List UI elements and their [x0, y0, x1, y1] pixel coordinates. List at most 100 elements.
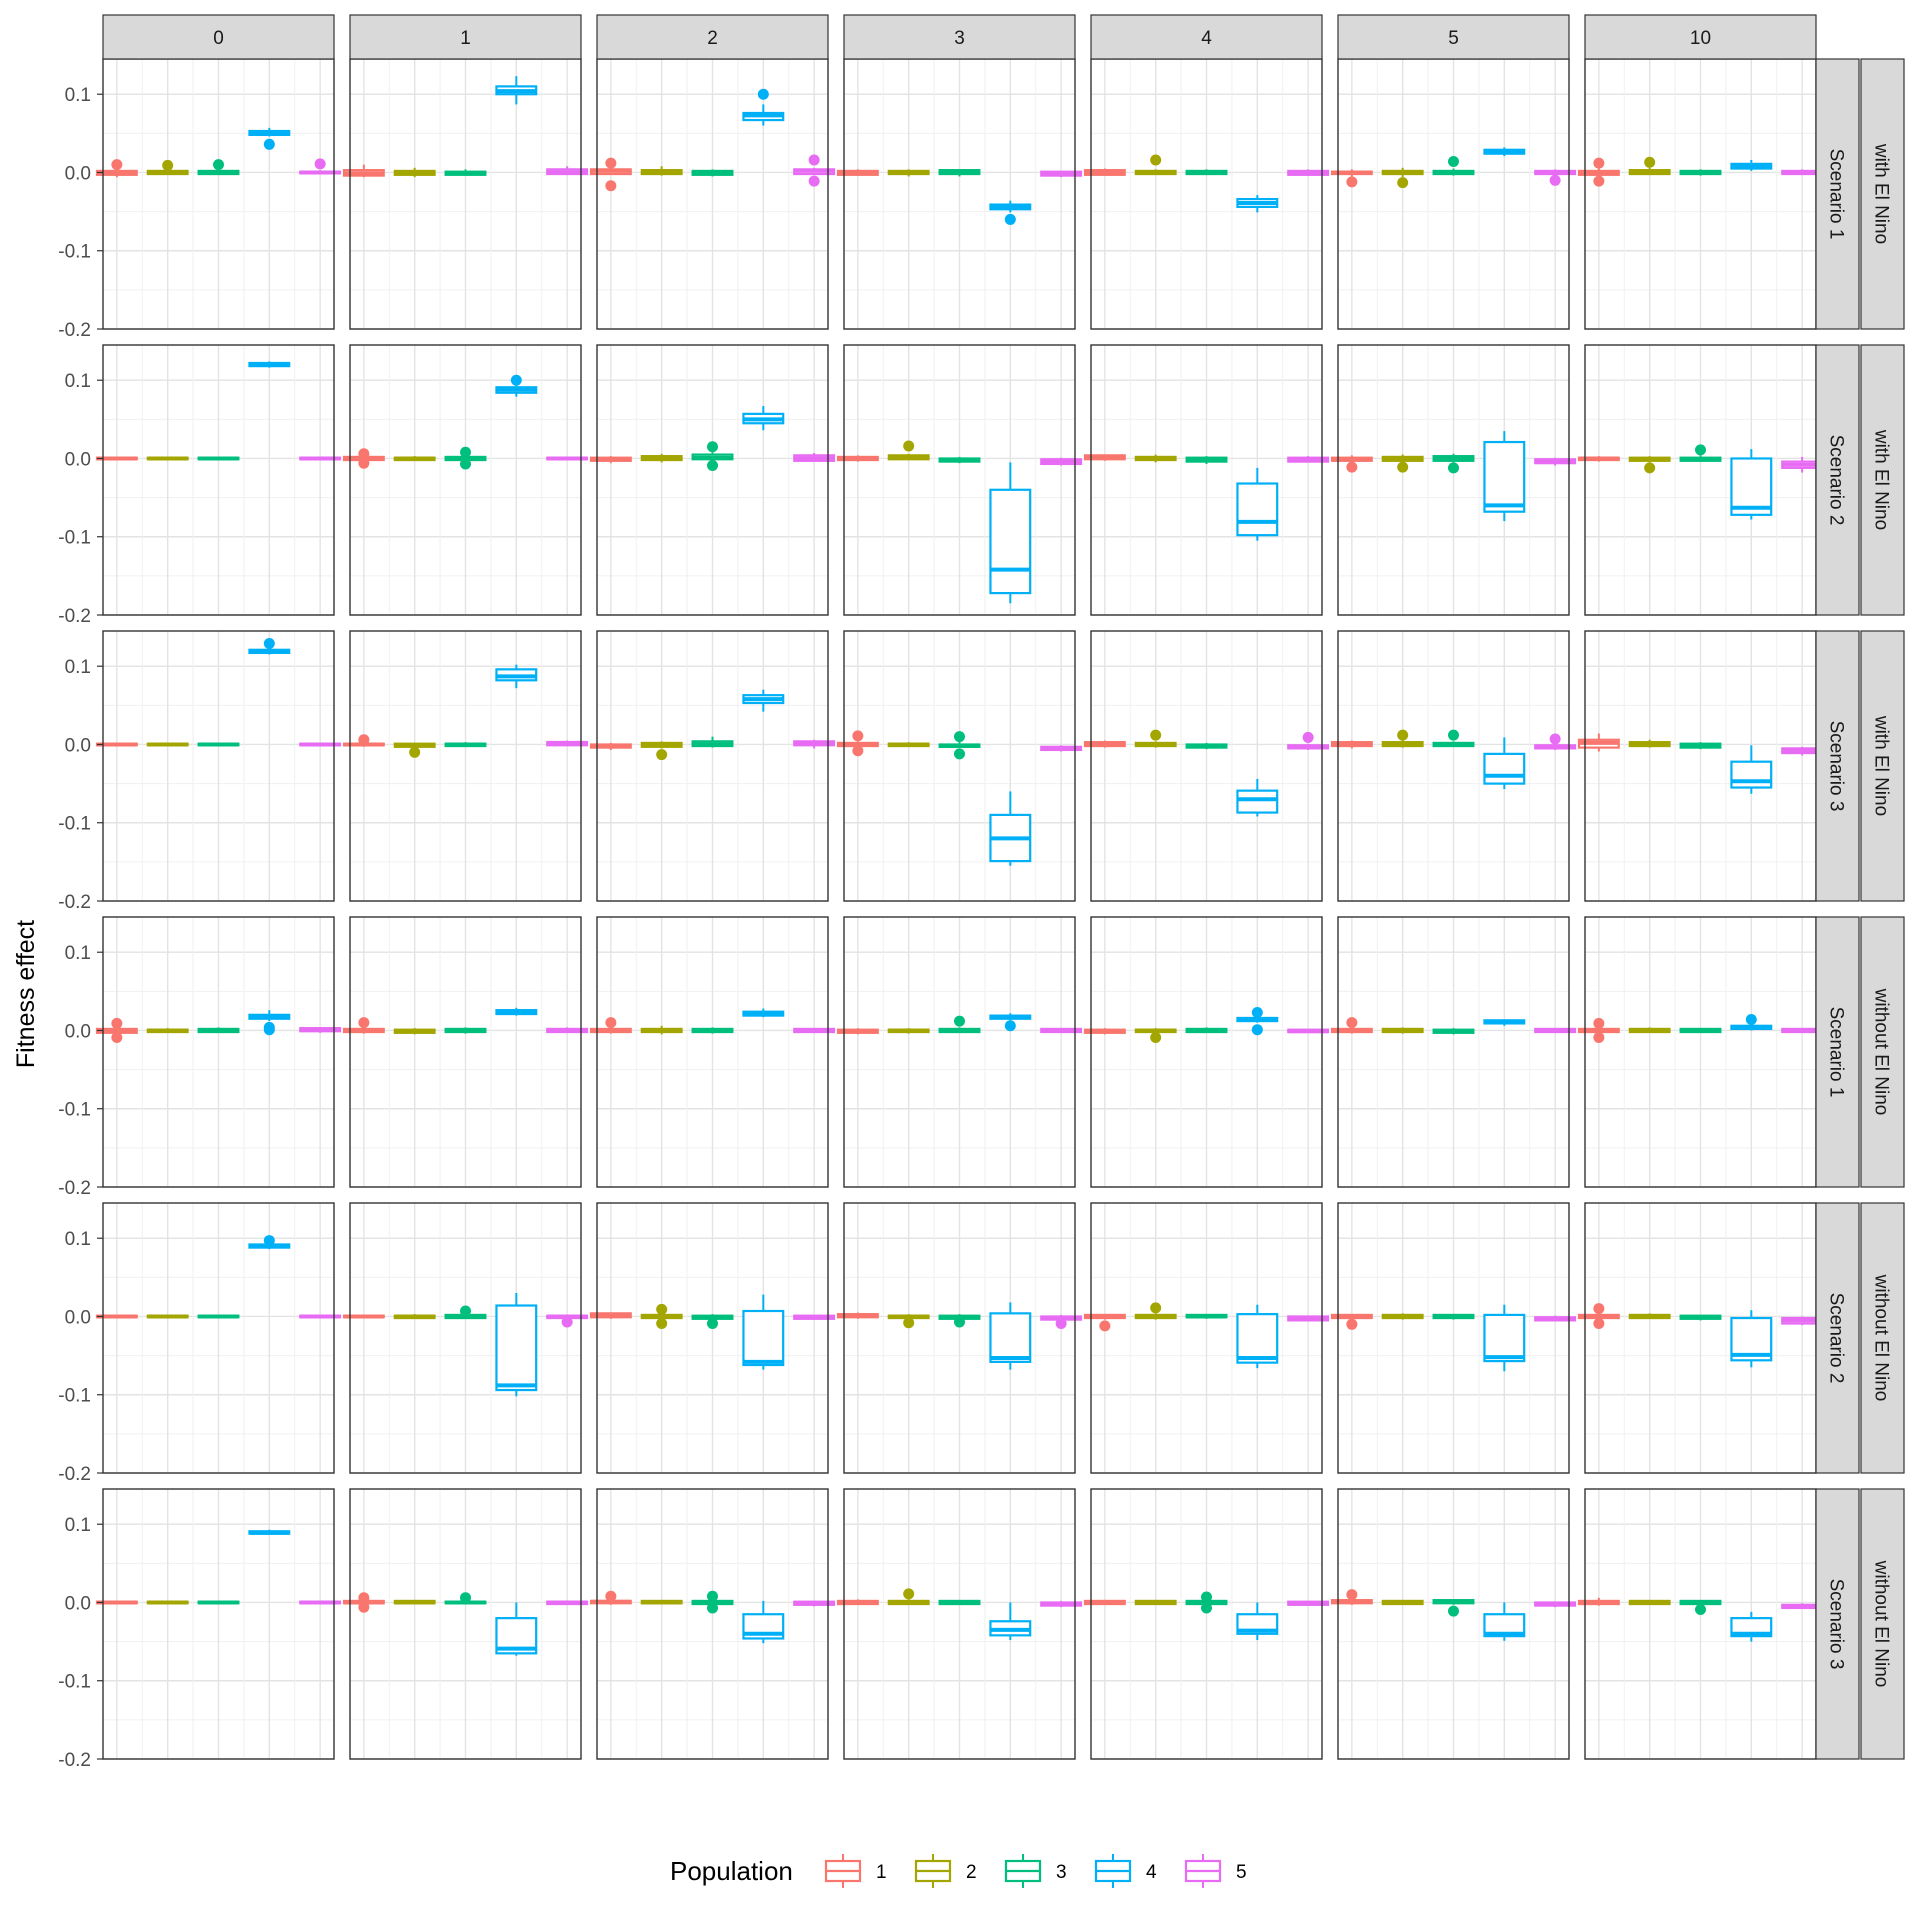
panel-r2-c6 [1330, 344, 1577, 616]
panel-border [349, 1202, 582, 1474]
box-population-3 [1185, 1313, 1228, 1319]
outlier-point [111, 159, 123, 171]
box-population-2 [887, 169, 930, 177]
outlier-point [1695, 444, 1706, 456]
panel-border [1337, 630, 1570, 902]
box-population-4 [248, 1010, 291, 1036]
y-tick-label: 0.0 [65, 1021, 91, 1042]
box-population-4 [1236, 1602, 1279, 1641]
column-strip-3 [843, 14, 1076, 60]
box-population-4 [1730, 1014, 1773, 1031]
box-population-3 [1432, 453, 1475, 474]
box-population-3 [1679, 1599, 1722, 1616]
box-population-4 [1483, 431, 1526, 522]
box-population-2 [1134, 1302, 1177, 1320]
box-population-4 [1236, 778, 1279, 817]
outlier-point [1448, 156, 1459, 168]
box-population-3 [938, 1599, 981, 1606]
column-strip-0 [102, 14, 335, 60]
row-strip-scenario [1815, 344, 1860, 616]
box-population-2 [640, 741, 683, 761]
y-tick-label: 0.1 [65, 1515, 91, 1536]
box-population-2 [887, 1588, 930, 1606]
outlier-point [1644, 462, 1656, 474]
box-population-4 [248, 127, 291, 150]
box-population-3 [444, 446, 487, 470]
outlier-point [213, 159, 224, 171]
box-iqr [989, 1312, 1032, 1363]
panel-r4-c3 [589, 916, 836, 1188]
panel-r2-c7 [1577, 344, 1824, 616]
panel-border [596, 916, 829, 1188]
outlier-point [409, 746, 421, 758]
outlier-point [707, 1602, 718, 1614]
legend-key-4: 4 [1094, 1854, 1157, 1888]
outlier-point [1251, 1006, 1263, 1018]
panel-r6-c7 [1577, 1488, 1824, 1760]
box-population-2 [1381, 1027, 1424, 1034]
outlier-point [605, 157, 617, 169]
column-strip-label: 2 [707, 28, 718, 49]
box-population-3 [938, 1314, 981, 1328]
outlier-point [263, 638, 275, 650]
outlier-point [707, 460, 718, 472]
box-population-2 [640, 1599, 683, 1605]
box-population-4 [742, 88, 785, 126]
outlier-point [757, 88, 769, 100]
box-population-4 [989, 1602, 1032, 1641]
outlier-point [1593, 1318, 1605, 1330]
box-population-2 [887, 1314, 930, 1329]
column-strip-5 [1337, 14, 1570, 60]
outlier-point [1593, 175, 1605, 187]
box-population-2 [1381, 454, 1424, 473]
outlier-point [1346, 176, 1358, 188]
outlier-point [1549, 733, 1561, 745]
box-population-3 [1432, 1028, 1475, 1035]
panel-r6-c5 [1083, 1488, 1330, 1760]
box-iqr [1483, 440, 1526, 513]
panel-r1-c1 [95, 58, 342, 330]
outlier-point [1549, 174, 1561, 186]
outlier-point [460, 1592, 471, 1604]
outlier-point [852, 745, 864, 757]
box-iqr [1236, 1313, 1279, 1364]
y-tick-label: 0.0 [65, 735, 91, 756]
panel-border [1337, 344, 1570, 616]
panel-r6-c4 [836, 1488, 1083, 1760]
panel-border [843, 630, 1076, 902]
outlier-point [954, 731, 965, 743]
panel-r1-c5 [1083, 58, 1330, 330]
outlier-point [605, 1017, 617, 1029]
box-population-4 [248, 638, 291, 655]
box-population-2 [1134, 1028, 1177, 1044]
y-tick-label: -0.2 [58, 606, 91, 627]
panel-r1-c7 [1577, 58, 1824, 330]
outlier-point [460, 458, 471, 470]
box-population-2 [1628, 1313, 1671, 1320]
legend-label: 3 [1056, 1862, 1067, 1883]
outlier-point [1004, 1020, 1016, 1032]
box-iqr [1236, 789, 1279, 814]
panel-r6-c6 [1330, 1488, 1577, 1760]
row-strip-scenario-label: Scenario 2 [1826, 1293, 1847, 1384]
y-tick-label: -0.1 [58, 1100, 91, 1121]
box-population-5 [299, 158, 342, 175]
box-population-3 [197, 1600, 240, 1605]
outlier-point [903, 1588, 915, 1600]
panel-r3-c1 [95, 630, 342, 902]
box-population-4 [495, 1007, 538, 1016]
outlier-point [1593, 1303, 1605, 1315]
box-iqr [1483, 1313, 1526, 1363]
outlier-point [111, 1017, 123, 1029]
outlier-point [605, 180, 617, 192]
panel-r3-c2 [342, 630, 589, 902]
box-population-2 [393, 1028, 436, 1035]
column-strip-label: 10 [1690, 28, 1711, 49]
panel-border [349, 344, 582, 616]
box-population-2 [1134, 1599, 1177, 1606]
box-population-4 [742, 1600, 785, 1644]
box-population-4 [1483, 147, 1526, 157]
box-population-2 [146, 1028, 189, 1034]
box-population-4 [989, 200, 1032, 225]
